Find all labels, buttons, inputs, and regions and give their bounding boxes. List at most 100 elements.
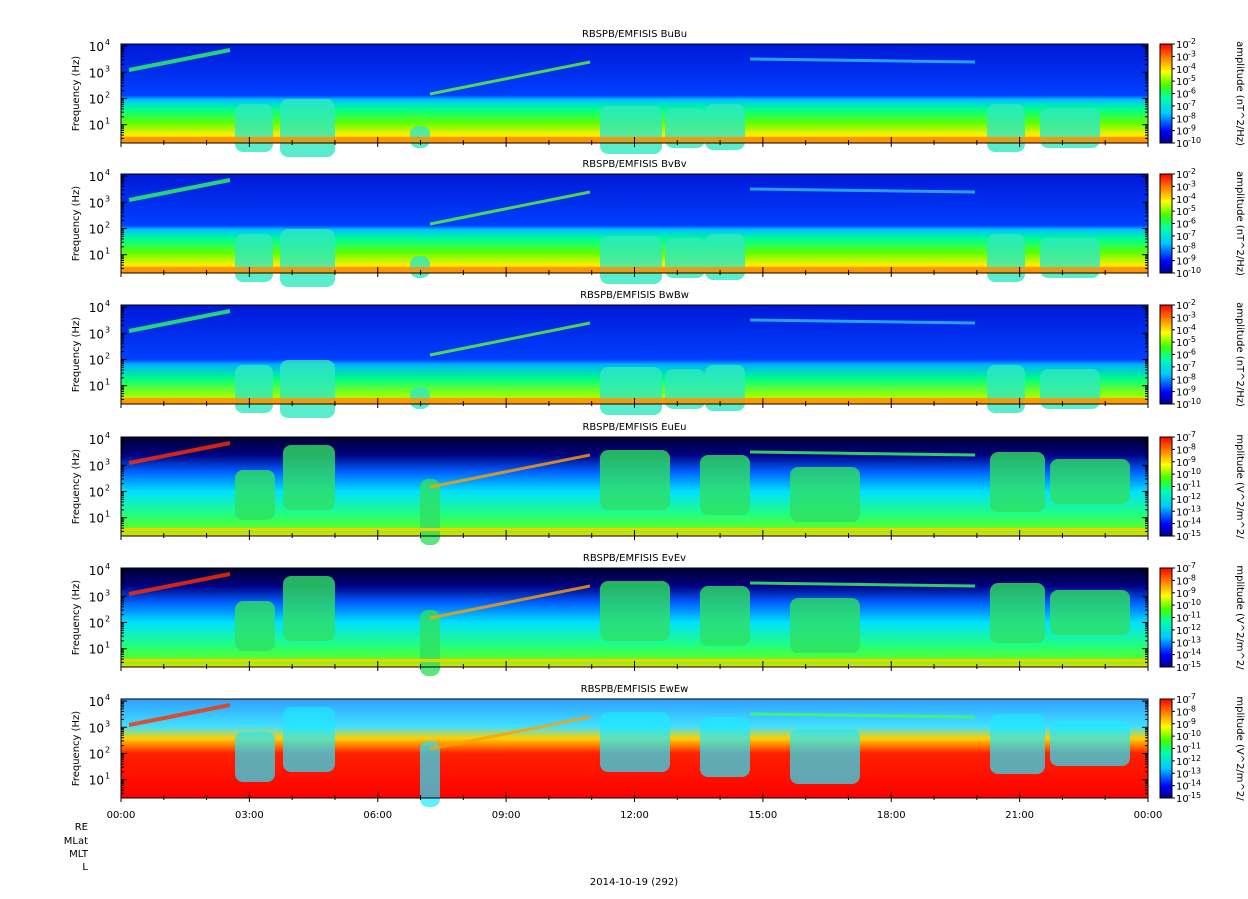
colorbar-tick-exponent: -7 (1188, 692, 1196, 701)
emission-region (700, 586, 750, 646)
colorbar (1159, 173, 1173, 274)
y-tick-label: 10 (89, 327, 104, 341)
colorbar-tick-exponent: -10 (1188, 136, 1201, 145)
y-tick-label: 10 (89, 590, 104, 604)
colorbar-label: mplitude (V^2/m^2/ (1234, 565, 1245, 670)
chorus-band (749, 57, 976, 64)
emission-region (990, 452, 1045, 512)
colorbar-tick-exponent: -11 (1188, 480, 1201, 489)
panel-title: RBSPB/EMFISIS BuBu (582, 29, 687, 40)
colorbar-tick-label: 10 (1176, 507, 1189, 518)
chorus-band (749, 318, 976, 325)
chorus-band (429, 190, 591, 226)
emission-region (700, 717, 750, 777)
colorbar-tick-exponent: -5 (1188, 335, 1196, 344)
emission-region (235, 732, 275, 782)
colorbar-tick-exponent: -2 (1188, 298, 1196, 307)
y-tick-exponent: 4 (105, 168, 110, 177)
emission-region (790, 467, 860, 522)
panel-title: RBSPB/EMFISIS EwEw (581, 684, 689, 695)
emission-region (600, 581, 670, 641)
x-tick-label: 00:00 (107, 810, 136, 821)
colorbar-tick-exponent: -4 (1188, 62, 1196, 71)
colorbar (1159, 698, 1173, 799)
colorbar-tick-label: 10 (1176, 269, 1189, 280)
panel-title: RBSPB/EMFISIS EuEu (582, 422, 686, 433)
colorbar-tick-exponent: -6 (1188, 348, 1196, 357)
colorbar-tick-label: 10 (1176, 520, 1189, 531)
emission-region (235, 365, 273, 413)
y-axis-label: Frequency (Hz) (71, 317, 82, 393)
emission-region (420, 610, 440, 676)
emission-region (600, 450, 670, 510)
colorbar-tick-label: 10 (1176, 470, 1189, 481)
x-tick-label: 09:00 (492, 810, 521, 821)
colorbar-tick-exponent: -8 (1188, 704, 1196, 713)
colorbar-tick-exponent: -4 (1188, 323, 1196, 332)
x-tick-label: 15:00 (748, 810, 777, 821)
y-tick-exponent: 4 (105, 431, 110, 440)
emission-region (280, 360, 335, 418)
ephemeris-label: MLT (69, 849, 89, 860)
y-tick-exponent: 2 (105, 483, 110, 492)
colorbar-tick-exponent: -11 (1188, 742, 1201, 751)
colorbar-tick-label: 10 (1176, 638, 1189, 649)
x-tick-label: 06:00 (363, 810, 392, 821)
emission-region (283, 445, 335, 510)
chorus-band (429, 60, 591, 96)
chorus-band (429, 715, 591, 751)
colorbar-tick-exponent: -7 (1188, 430, 1196, 439)
colorbar-tick-label: 10 (1176, 139, 1189, 150)
colorbar-tick-exponent: -13 (1188, 766, 1201, 775)
colorbar-tick-exponent: -15 (1188, 660, 1201, 669)
colorbar-tick-label: 10 (1176, 90, 1189, 101)
y-tick-label: 10 (89, 40, 104, 54)
emission-region (600, 106, 662, 154)
emission-region (600, 367, 662, 415)
emission-region (990, 714, 1045, 774)
colorbar-tick-label: 10 (1176, 363, 1189, 374)
x-tick-label: 21:00 (1005, 810, 1034, 821)
chorus-band (749, 581, 976, 588)
emission-region (700, 455, 750, 515)
colorbar-tick-exponent: -15 (1188, 791, 1201, 800)
chorus-band (128, 48, 231, 72)
y-tick-label: 10 (89, 721, 104, 735)
colorbar-tick-label: 10 (1176, 257, 1189, 268)
colorbar-tick-exponent: -14 (1188, 648, 1201, 657)
emission-region (420, 479, 440, 545)
x-tick-label: 00:00 (1134, 810, 1163, 821)
y-tick-exponent: 4 (105, 693, 110, 702)
colorbar-tick-label: 10 (1176, 720, 1189, 731)
ephemeris-label: RE (75, 822, 88, 833)
y-tick-exponent: 3 (105, 325, 110, 334)
colorbar-tick-label: 10 (1176, 483, 1189, 494)
chorus-band (128, 703, 231, 727)
low-frequency-band (121, 528, 1148, 531)
y-tick-exponent: 2 (105, 220, 110, 229)
y-tick-label: 10 (89, 196, 104, 210)
colorbar-tick-label: 10 (1176, 127, 1189, 138)
colorbar-tick-exponent: -3 (1188, 310, 1196, 319)
x-tick-label: 12:00 (620, 810, 649, 821)
colorbar-tick-exponent: -10 (1188, 598, 1201, 607)
colorbar (1159, 436, 1173, 537)
y-tick-exponent: 4 (105, 299, 110, 308)
colorbar-tick-exponent: -8 (1188, 241, 1196, 250)
y-tick-label: 10 (89, 66, 104, 80)
y-tick-exponent: 1 (105, 641, 110, 650)
colorbar-tick-exponent: -12 (1188, 492, 1201, 501)
colorbar-tick-exponent: -10 (1188, 397, 1201, 406)
colorbar-tick-exponent: -10 (1188, 729, 1201, 738)
emission-region (280, 99, 335, 157)
colorbar-tick-exponent: -6 (1188, 87, 1196, 96)
colorbar-tick-label: 10 (1176, 782, 1189, 793)
emission-region (235, 234, 273, 282)
colorbar-tick-exponent: -7 (1188, 99, 1196, 108)
colorbar-tick-label: 10 (1176, 313, 1189, 324)
emission-region (600, 236, 662, 284)
colorbar-tick-exponent: -8 (1188, 372, 1196, 381)
